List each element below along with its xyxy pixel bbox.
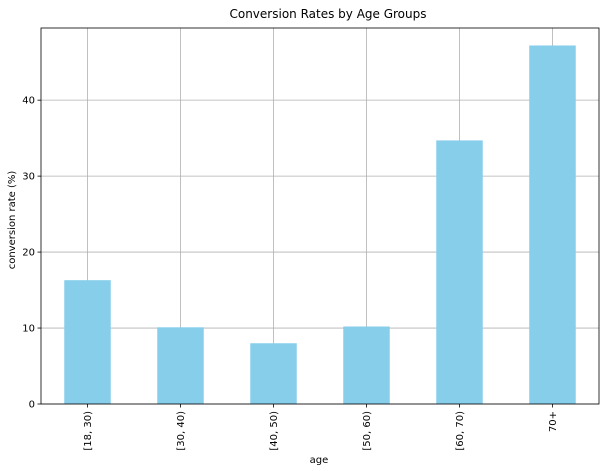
bar — [436, 140, 483, 404]
plot-frame — [40, 27, 600, 405]
bar — [250, 343, 297, 404]
bar — [343, 326, 390, 404]
x-tick-label: 70+ — [548, 411, 559, 432]
bar — [157, 327, 204, 404]
bar-layer — [64, 45, 576, 405]
y-tick-label: 10 — [22, 324, 35, 335]
x-tick-label: [30, 40) — [176, 411, 187, 451]
x-axis-label: age — [310, 455, 329, 466]
chart-title: Conversion Rates by Age Groups — [229, 7, 426, 21]
grid-layer — [41, 28, 599, 405]
x-tick-label: [18, 30) — [83, 411, 94, 451]
x-tick-label: [40, 50) — [269, 411, 280, 451]
bar — [529, 45, 576, 405]
y-tick-label: 30 — [22, 172, 35, 183]
axis-layer: 0 10 20 30 40 [18, 30) [30, 40) [40, 50) [50, 60… — [22, 27, 600, 451]
x-tick-label: [60, 70) — [455, 411, 466, 451]
y-tick-label: 40 — [22, 96, 35, 107]
y-tick-label: 20 — [22, 248, 35, 259]
y-tick-label: 0 — [29, 400, 35, 411]
bar — [64, 280, 111, 404]
x-tick-label: [50, 60) — [362, 411, 373, 451]
y-axis-label: conversion rate (%) — [7, 171, 18, 270]
